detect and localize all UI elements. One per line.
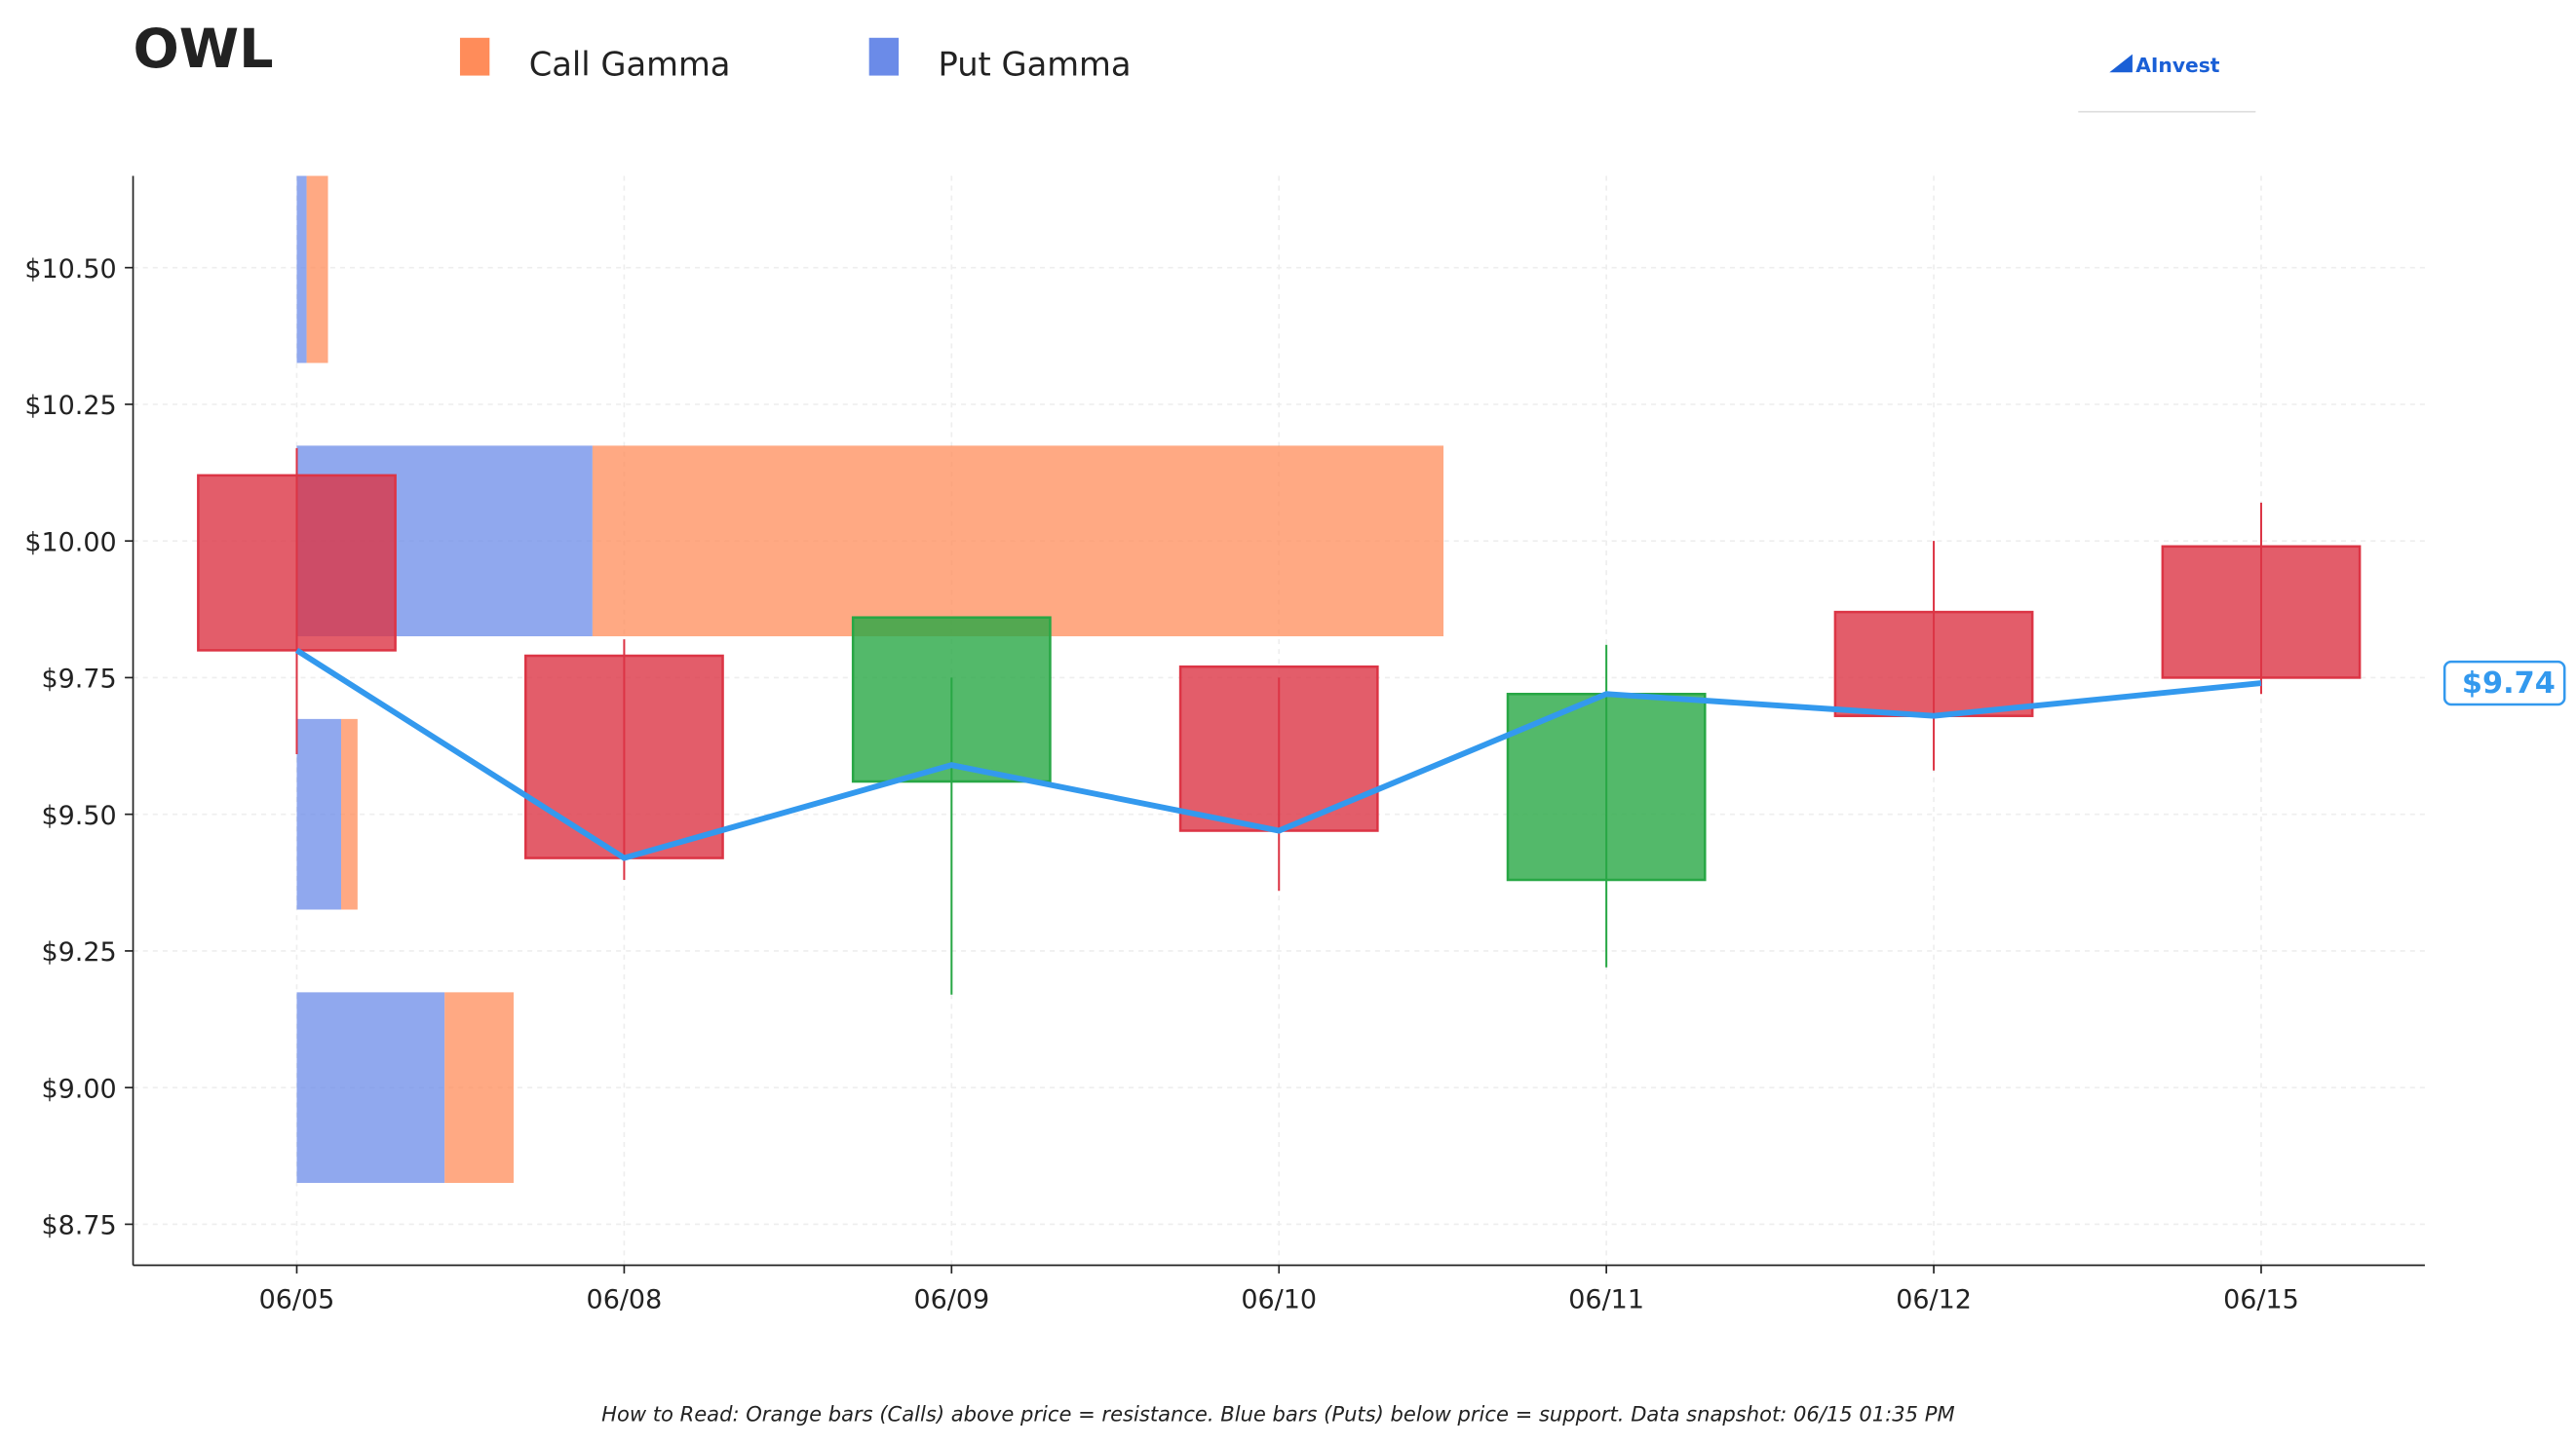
logo-icon	[2109, 54, 2133, 73]
legend-label: Call Gamma	[529, 46, 731, 84]
x-tick-label: 06/10	[1241, 1284, 1317, 1314]
price-label-box	[2442, 660, 2566, 706]
footnote: How to Read: Orange bars (Calls) above p…	[601, 1402, 1955, 1427]
y-tick-label: $10.00	[24, 527, 116, 557]
candle-body	[851, 616, 1052, 783]
put-gamma-bar	[296, 992, 445, 1183]
x-tick-label: 06/12	[1896, 1284, 1972, 1314]
candle-body	[1833, 610, 2034, 717]
legend-swatch	[868, 37, 900, 76]
call-gamma-bar	[306, 175, 328, 363]
candle-body	[1506, 692, 1707, 882]
candle-body	[1178, 665, 1379, 832]
y-tick-label: $10.25	[24, 391, 116, 421]
y-tick-label: $9.25	[41, 937, 116, 968]
call-gamma-bar	[444, 992, 514, 1183]
call-gamma-bar	[592, 445, 1444, 636]
candles	[197, 447, 2362, 995]
candle-body	[197, 474, 397, 652]
x-tick-label: 06/08	[587, 1284, 663, 1314]
y-tick-label: $9.00	[41, 1074, 116, 1104]
candle-body	[2161, 545, 2362, 679]
y-tick-label: $8.75	[41, 1211, 116, 1241]
chart-title: OWL	[134, 18, 274, 81]
x-tick-label: 06/05	[259, 1284, 335, 1314]
y-tick-label: $9.75	[41, 665, 116, 695]
put-gamma-bar	[296, 175, 307, 363]
overlay: $9.74	[294, 647, 2566, 861]
price-label: $9.74	[2462, 666, 2556, 701]
x-tick-label: 06/15	[2223, 1284, 2299, 1314]
put-gamma-bar	[296, 718, 342, 910]
candle-body	[524, 654, 724, 859]
y-tick-label: $10.50	[24, 254, 116, 285]
call-gamma-bar	[341, 718, 358, 910]
x-tick-label: 06/09	[913, 1284, 989, 1314]
legend-swatch	[459, 37, 490, 76]
price-line	[294, 647, 2262, 861]
legend-label: Put Gamma	[938, 46, 1131, 84]
y-tick-label: $9.50	[41, 801, 116, 831]
logo: AInvest	[2135, 54, 2219, 77]
x-tick-label: 06/11	[1568, 1284, 1644, 1314]
